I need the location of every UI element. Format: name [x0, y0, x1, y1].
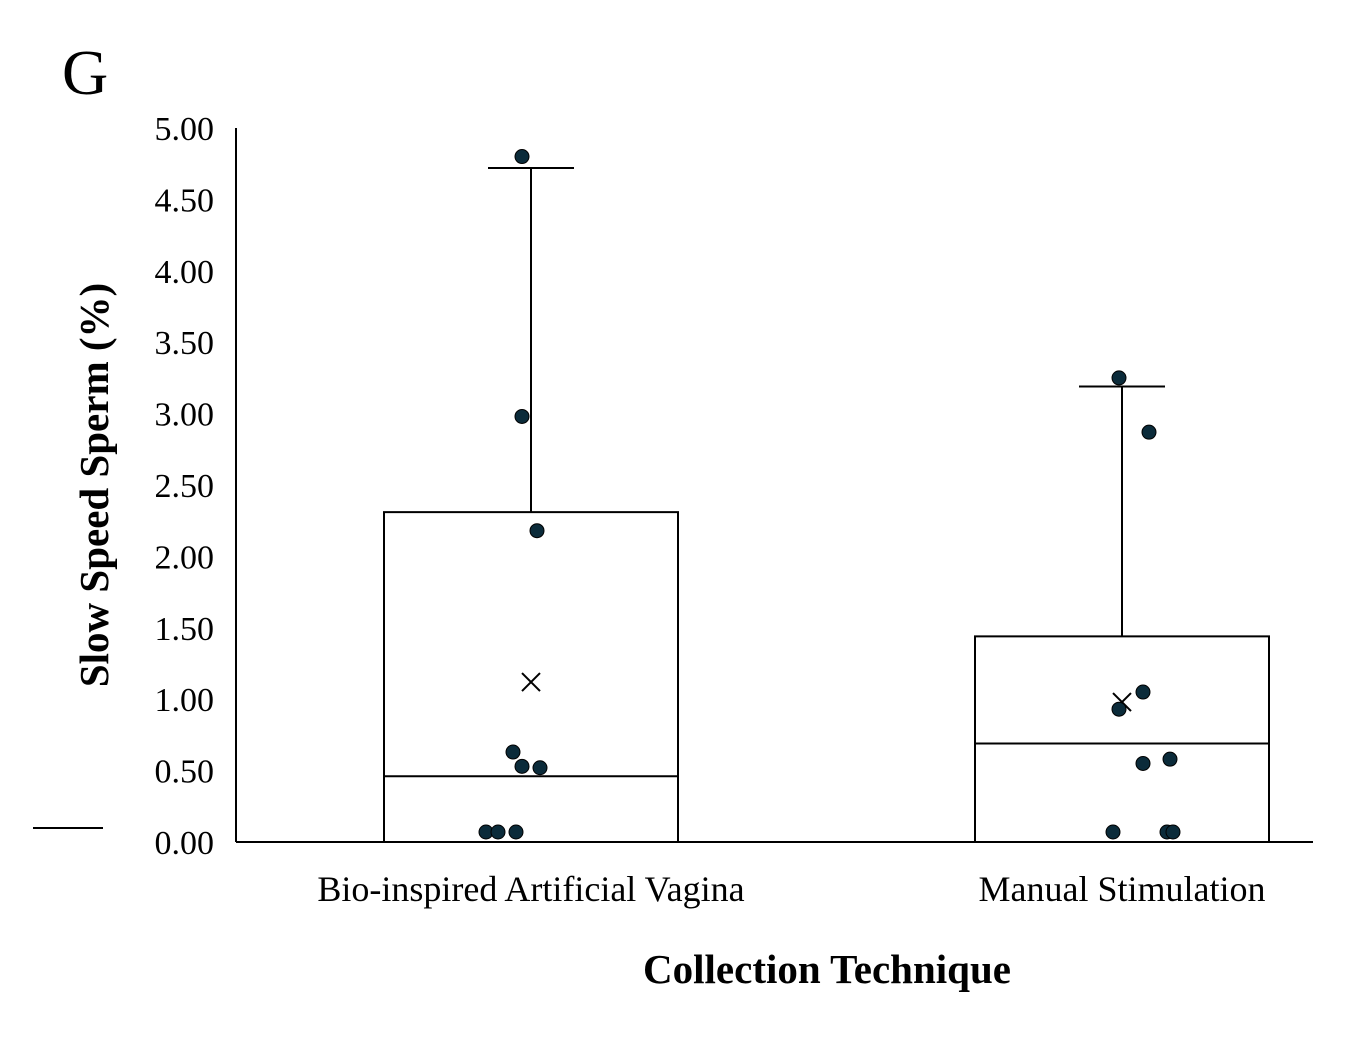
data-point: [490, 824, 506, 840]
data-point: [1111, 370, 1127, 386]
data-point: [1105, 824, 1121, 840]
y-tick-label: 3.00: [155, 397, 215, 434]
y-tick-label: 0.00: [155, 825, 215, 862]
data-point: [1141, 424, 1157, 440]
y-tick-label: 2.50: [155, 468, 215, 505]
data-point: [529, 523, 545, 539]
y-tick-label: 3.50: [155, 325, 215, 362]
data-point: [514, 758, 530, 774]
data-point: [532, 760, 548, 776]
y-tick-label: 1.00: [155, 682, 215, 719]
y-tick-label: 1.50: [155, 611, 215, 648]
data-point: [1165, 824, 1181, 840]
panel-label: G: [62, 37, 108, 108]
x-axis-title: Collection Technique: [643, 946, 1011, 992]
iqr-box: [383, 511, 679, 844]
y-tick-label: 0.50: [155, 754, 215, 791]
y-tick-label: 4.00: [155, 254, 215, 291]
data-point: [1111, 701, 1127, 717]
data-point: [505, 744, 521, 760]
x-tick-label-bio-inspired: Bio-inspired Artificial Vagina: [317, 869, 744, 909]
data-point: [1135, 684, 1151, 700]
y-tick-labels: 0.00 0.50 1.00 1.50 2.00 2.50 3.00 3.50 4.00 4.50…: [155, 111, 215, 862]
y-axis-title: Slow Speed Sperm (%): [71, 283, 117, 687]
data-point: [1135, 755, 1151, 771]
point-group: [478, 149, 1181, 840]
box-group: [383, 166, 1270, 844]
y-tick-label: 5.00: [155, 111, 215, 148]
data-point: [514, 408, 530, 424]
iqr-box: [974, 635, 1270, 843]
y-tick-label: 2.00: [155, 539, 215, 576]
x-tick-label-manual: Manual Stimulation: [979, 869, 1266, 909]
data-point: [514, 149, 530, 165]
mean-marker: [521, 672, 541, 692]
data-point: [508, 824, 524, 840]
y-tick-label: 4.50: [155, 182, 215, 219]
data-point: [1162, 751, 1178, 767]
